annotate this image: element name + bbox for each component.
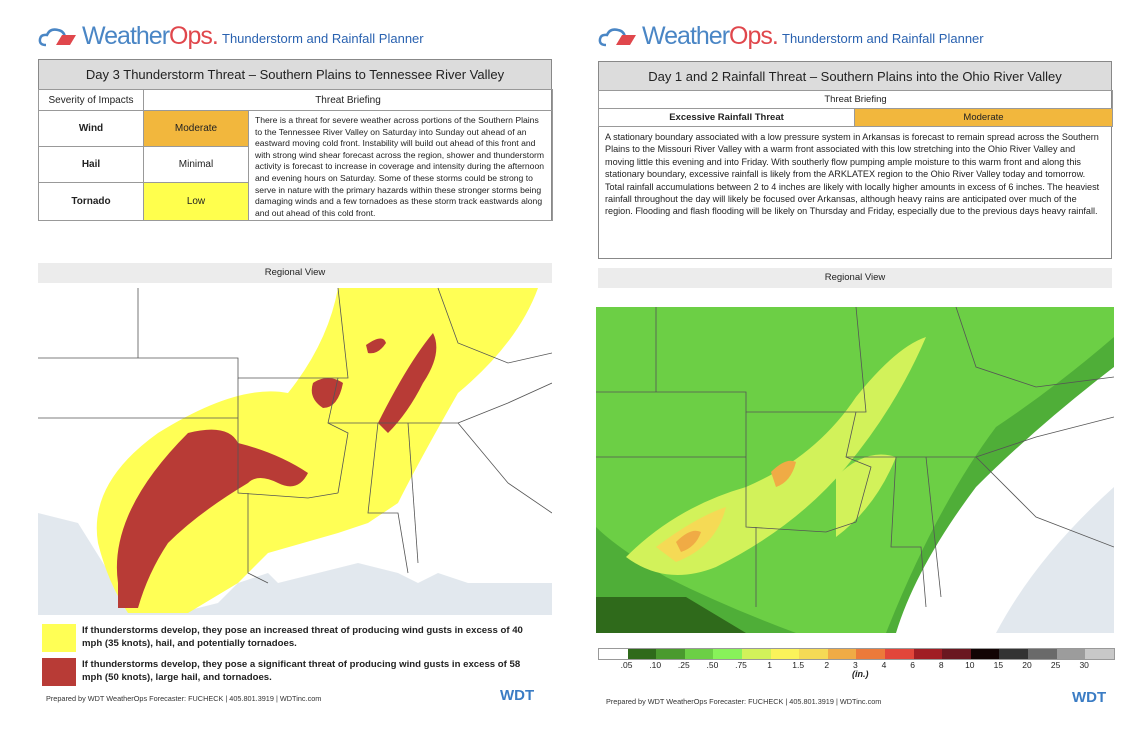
significant-threat-area — [116, 429, 308, 608]
legend-swatch-increased — [42, 624, 76, 652]
weatherops-logo: WeatherOps. — [38, 22, 219, 51]
scale-label: 1 — [767, 660, 772, 670]
scale-label: 4 — [881, 660, 887, 670]
scale-unit: (in.) — [852, 669, 869, 679]
map-title: Regional View — [38, 263, 552, 283]
scale-swatch — [684, 649, 714, 659]
table-title: Day 1 and 2 Rainfall Threat – Southern P… — [599, 62, 1111, 91]
scale-swatch — [770, 649, 800, 659]
scale-swatch — [656, 649, 685, 659]
threat-briefing-text: A stationary boundary associated with a … — [605, 132, 1100, 217]
scale-swatch — [827, 649, 857, 659]
scale-label: 6 — [910, 660, 915, 670]
significant-threat-area — [366, 338, 386, 354]
rainfall-threat-table: Day 1 and 2 Rainfall Threat – Southern P… — [598, 61, 1113, 259]
excessive-rainfall-label: Excessive Rainfall Threat — [598, 108, 855, 127]
thunderstorm-threat-page: WeatherOps. Thunderstorm and Rainfall Pl… — [38, 22, 553, 704]
scale-label: 2 — [824, 660, 830, 670]
cloud-icon — [38, 27, 76, 46]
scale-swatch — [856, 649, 885, 659]
briefing-header: Threat Briefing — [143, 89, 553, 111]
scale-swatch — [913, 649, 943, 659]
scale-label: 20 — [1022, 660, 1032, 670]
scale-label: .05 — [620, 660, 633, 670]
scale-swatch — [1027, 649, 1057, 659]
tornado-value: Low — [143, 182, 249, 221]
legend-text-significant: If thunderstorms develop, they pose a si… — [82, 659, 521, 683]
scale-label: .25 — [677, 660, 690, 670]
scale-label: 10 — [965, 660, 975, 670]
scale-label: 3 — [853, 660, 858, 670]
legend-swatch-significant — [42, 658, 76, 686]
rain-area — [626, 337, 926, 575]
hail-value: Minimal — [143, 146, 249, 183]
table-title: Day 3 Thunderstorm Threat – Southern Pla… — [39, 60, 551, 90]
scale-swatch — [713, 649, 742, 659]
scale-label: 8 — [938, 660, 944, 670]
tornado-label: Tornado — [38, 182, 144, 221]
scale-label: .10 — [649, 660, 662, 670]
thunderstorm-threat-table: Day 3 Thunderstorm Threat – Southern Pla… — [38, 59, 553, 221]
planner-title: Thunderstorm and Rainfall Planner — [222, 31, 424, 46]
scale-swatch — [970, 649, 1000, 659]
rainfall-threat-page: WeatherOps. Thunderstorm and Rainfall Pl… — [572, 0, 1144, 730]
thunderstorm-threat-map — [38, 283, 552, 615]
scale-label: .75 — [735, 660, 747, 670]
rain-area — [676, 530, 701, 552]
footer-text: Prepared by WDT WeatherOps Forecaster: F… — [606, 697, 882, 706]
map-title: Regional View — [598, 268, 1112, 288]
scale-swatch — [884, 649, 914, 659]
scale-swatch — [999, 649, 1028, 659]
rain-area — [596, 597, 746, 633]
severity-header: Severity of Impacts — [38, 89, 144, 111]
scale-labels: .05 .10 .25 .50 .75 1 1.5 2 3 4 6 8 10 15 20 25 30 — [598, 660, 1114, 672]
wind-value: Moderate — [143, 110, 249, 147]
wdt-logo: WDT — [500, 687, 535, 704]
scale-swatch — [942, 649, 971, 659]
footer-text: Prepared by WDT WeatherOps Forecaster: F… — [46, 694, 322, 703]
scale-label: 30 — [1079, 660, 1089, 670]
scale-label: .50 — [706, 660, 719, 670]
hail-label: Hail — [38, 146, 144, 183]
excessive-rainfall-value: Moderate — [854, 108, 1113, 127]
scale-swatch — [627, 649, 657, 659]
briefing-header: Threat Briefing — [598, 90, 1113, 109]
cloud-icon — [598, 27, 636, 46]
scale-label: 25 — [1050, 660, 1061, 670]
gulf-water — [38, 513, 552, 615]
scale-swatch — [1056, 649, 1086, 659]
scale-swatch — [741, 649, 771, 659]
significant-threat-area — [378, 333, 437, 433]
state-borders — [596, 307, 1114, 608]
rain-area — [836, 454, 896, 537]
rain-area — [771, 460, 796, 487]
scale-swatch — [799, 649, 828, 659]
legend-text-increased: If thunderstorms develop, they pose an i… — [82, 625, 523, 649]
scale-swatch — [599, 649, 628, 659]
scale-label: 15 — [993, 660, 1004, 670]
scale-swatch — [1085, 649, 1114, 659]
wind-label: Wind — [38, 110, 144, 147]
planner-title: Thunderstorm and Rainfall Planner — [782, 31, 984, 46]
water — [996, 487, 1114, 633]
rainfall-map — [596, 307, 1114, 633]
weatherops-logo: WeatherOps. — [598, 22, 779, 51]
state-borders — [38, 287, 552, 584]
significant-threat-area — [311, 378, 343, 408]
threat-briefing-text: There is a threat for severe weather acr… — [248, 110, 553, 221]
rainfall-color-scale — [598, 648, 1115, 660]
wdt-logo: WDT — [1072, 689, 1107, 706]
scale-label: 1.5 — [792, 660, 805, 670]
